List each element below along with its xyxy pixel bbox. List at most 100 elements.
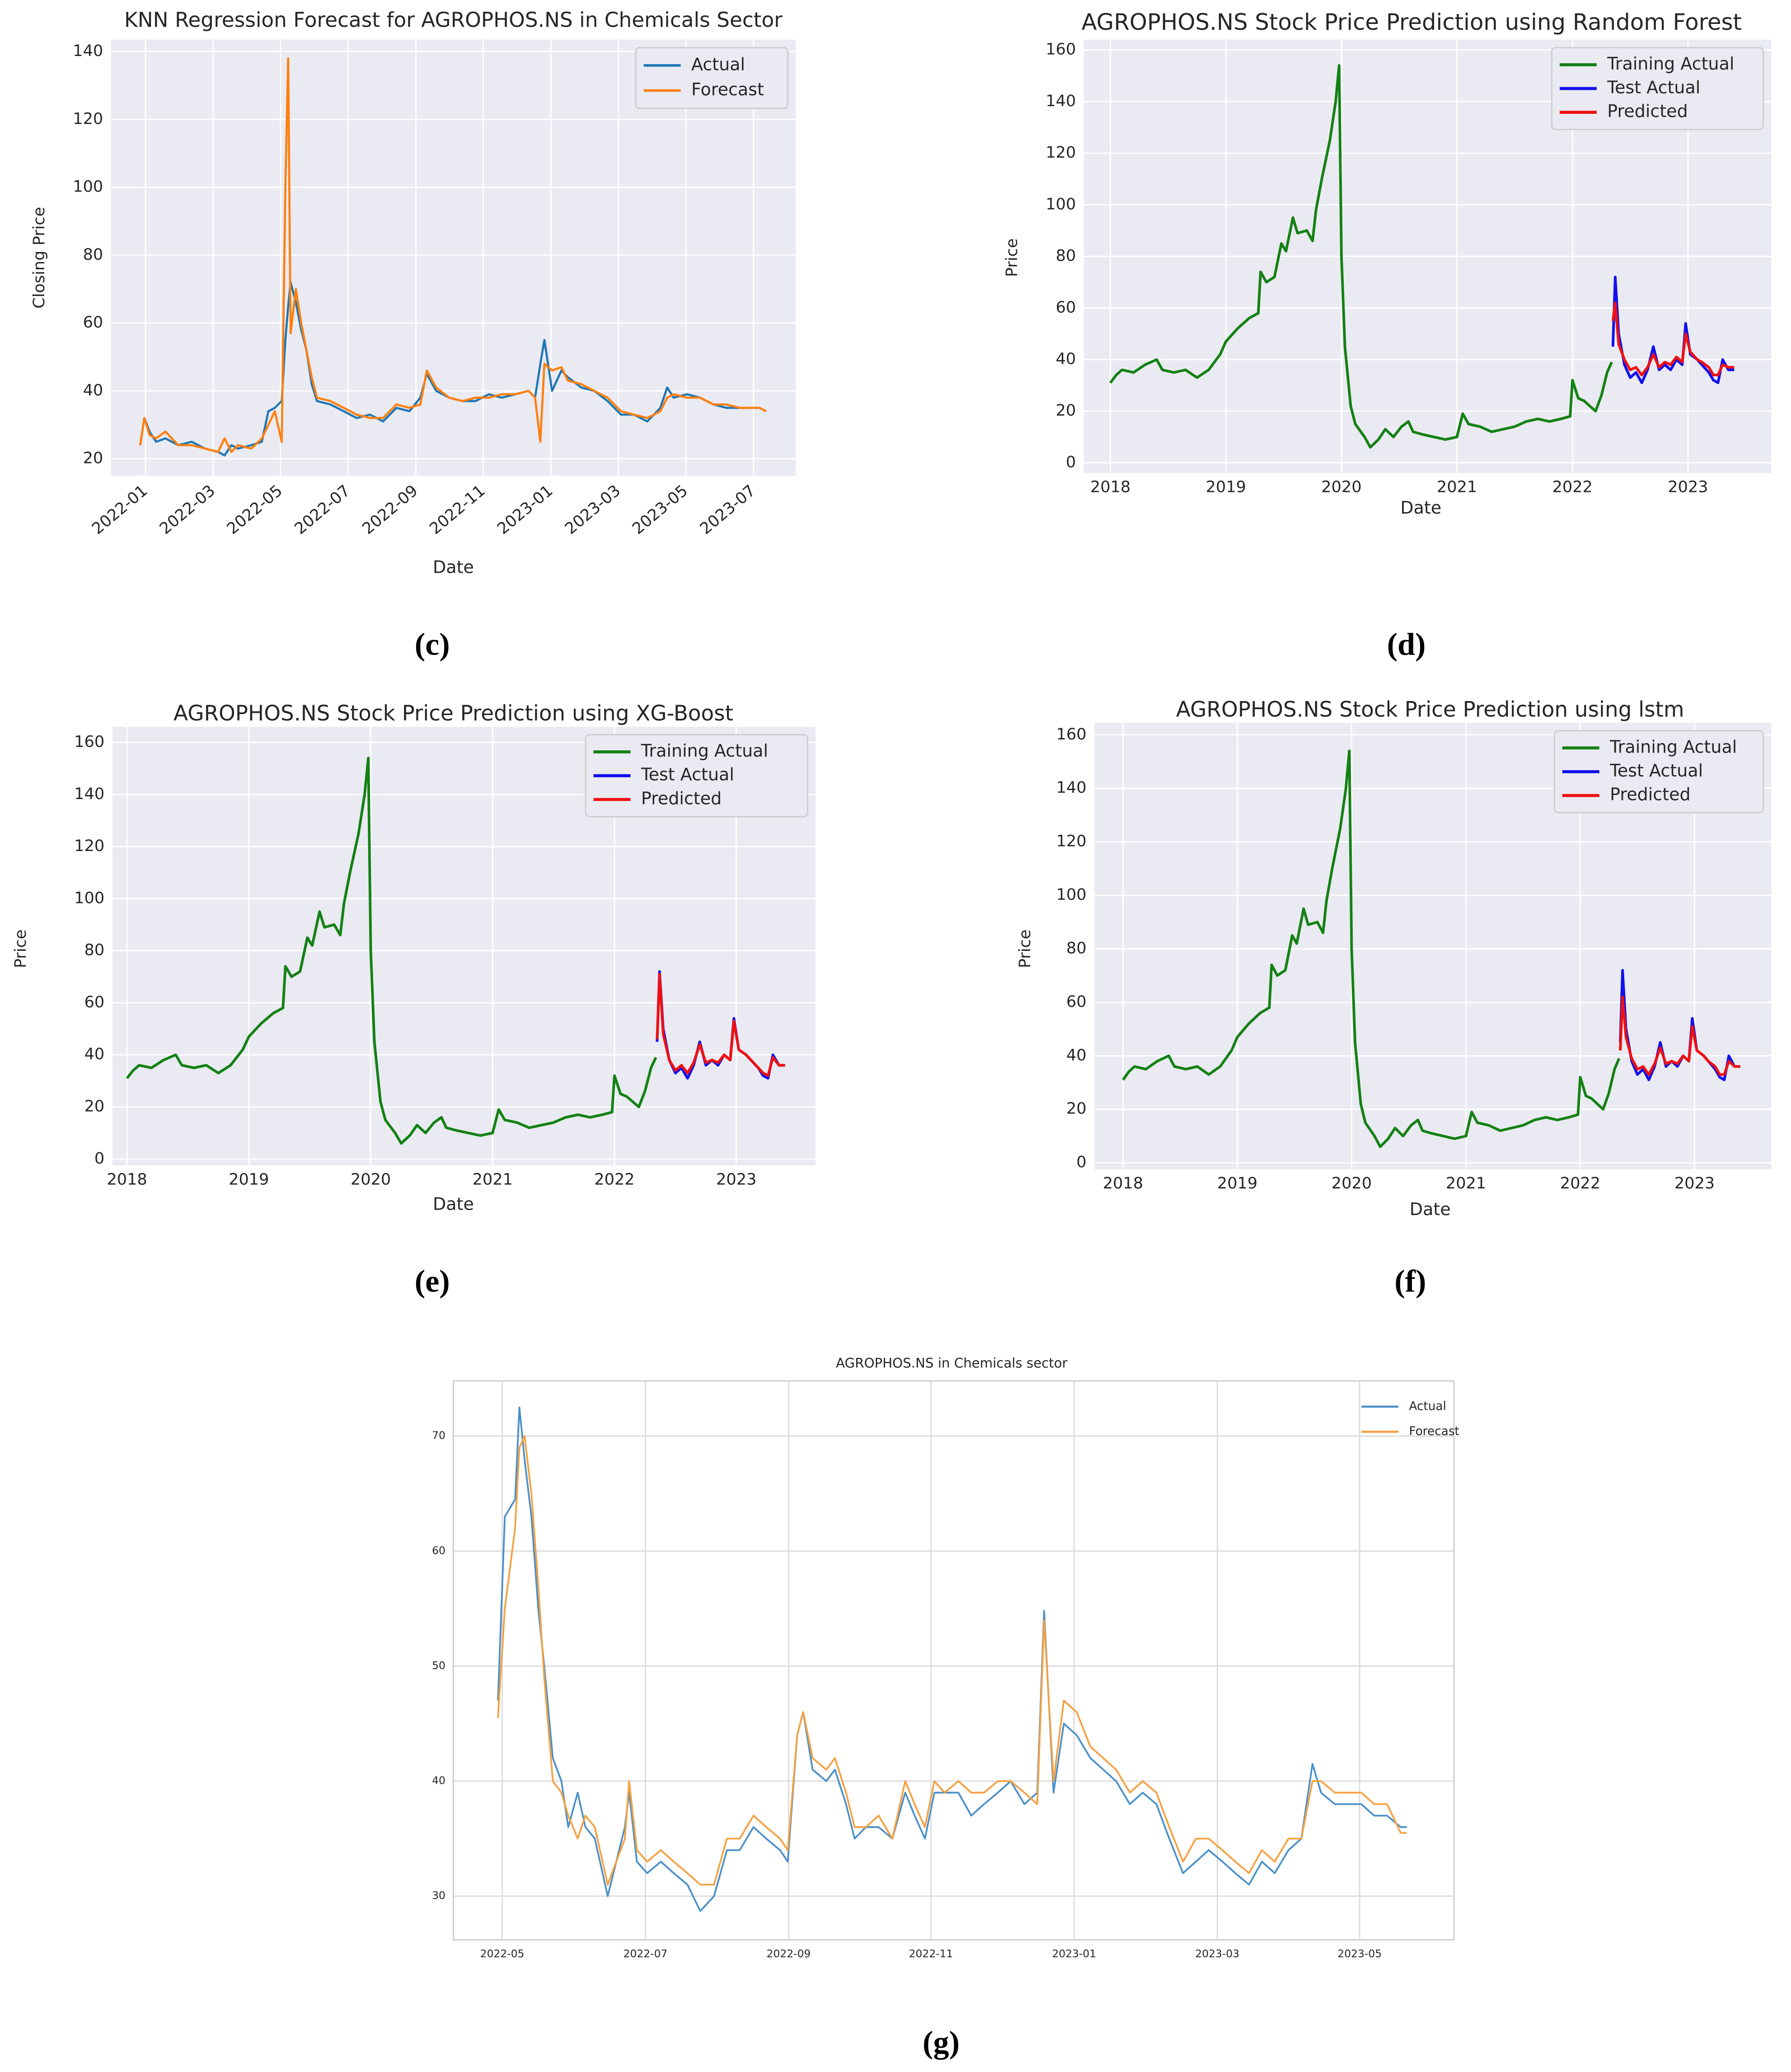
y-tick-label: 100	[1046, 195, 1076, 213]
y-tick-label: 120	[74, 837, 104, 855]
y-tick-label: 120	[73, 109, 103, 128]
y-tick-label: 70	[432, 1429, 445, 1442]
x-tick-label: 2021	[473, 1170, 513, 1188]
x-tick-label: 2019	[229, 1170, 269, 1188]
y-axis-label: Price	[11, 930, 30, 968]
x-tick-label: 2023-07	[696, 482, 759, 538]
x-tick-label: 2022-09	[359, 482, 422, 538]
x-tick-label: 2023-05	[1337, 1947, 1382, 1960]
y-tick-label: 40	[1056, 350, 1076, 368]
y-tick-label: 20	[1056, 401, 1076, 420]
legend-box	[585, 734, 808, 818]
y-tick-label: 60	[83, 313, 103, 332]
caption: (g)	[923, 2025, 960, 2060]
legend-label: Test Actual	[1609, 761, 1703, 781]
y-tick-label: 20	[1066, 1099, 1087, 1118]
legend-box	[1551, 47, 1764, 131]
y-axis-label: Closing Price	[30, 207, 48, 309]
y-axis-label: Price	[1016, 930, 1034, 968]
y-tick-label: 140	[1056, 778, 1087, 797]
x-axis-label: Date	[433, 557, 474, 577]
chart: 0 20 40 60 80 100 120 140 160 2018 2019 2020 2021 202…	[1016, 697, 1772, 1299]
y-axis-label: Price	[1003, 239, 1021, 277]
legend-label: Actual	[691, 54, 745, 74]
series-line	[1611, 301, 1735, 377]
x-tick-label: 2022	[1560, 1174, 1600, 1193]
x-tick-label: 2023-03	[1195, 1947, 1239, 1960]
y-tick-label: 100	[73, 178, 103, 196]
x-tick-label: 2021	[1446, 1174, 1486, 1193]
y-tick-label: 40	[84, 1045, 105, 1063]
chart: 30 40 50 60 70 2022-05 2022-07 2022-09 2022-11 20…	[432, 1355, 1459, 2060]
chart-title: AGROPHOS.NS Stock Price Prediction using…	[173, 702, 733, 726]
series-line	[1619, 996, 1740, 1076]
y-tick-label: 20	[84, 1097, 105, 1115]
chart-title: AGROPHOS.NS Stock Price Prediction using…	[1082, 9, 1742, 35]
series-line	[1122, 749, 1621, 1148]
series-line	[497, 1406, 1407, 1912]
caption: (f)	[1394, 1264, 1426, 1299]
x-tick-label: 2022	[594, 1170, 634, 1188]
x-tick-label: 2022-05	[223, 482, 286, 538]
legend-label: Forecast	[691, 80, 764, 99]
series-line	[497, 1435, 1407, 1886]
y-tick-label: 120	[1046, 143, 1076, 162]
x-tick-label: 2022-03	[156, 482, 219, 538]
legend-box	[1553, 730, 1764, 814]
x-tick-label: 2021	[1437, 477, 1477, 496]
series-line	[1109, 64, 1613, 449]
chart-title: AGROPHOS.NS in Chemicals sector	[836, 1355, 1068, 1370]
y-tick-label: 0	[1066, 453, 1076, 471]
legend-label: Actual	[1409, 1400, 1446, 1413]
legend-label: Training Actual	[641, 741, 768, 761]
plot-area	[111, 39, 796, 476]
y-tick-label: 60	[1066, 992, 1087, 1011]
x-tick-label: 2023	[716, 1170, 756, 1188]
y-tick-label: 30	[432, 1889, 445, 1902]
legend-label: Forecast	[1409, 1425, 1459, 1438]
x-tick-label: 2022-05	[480, 1947, 525, 1960]
chart: 0 20 40 60 80 100 120 140 160 2018 2019 2020 2021 202…	[1003, 9, 1772, 662]
chart-title: AGROPHOS.NS Stock Price Prediction using…	[1176, 697, 1684, 722]
caption: (c)	[415, 627, 450, 662]
y-tick-label: 0	[94, 1149, 104, 1168]
x-tick-label: 2022-11	[426, 482, 489, 538]
y-tick-label: 140	[73, 42, 103, 60]
y-tick-label: 20	[83, 449, 103, 468]
x-tick-label: 2023-05	[629, 482, 692, 538]
x-tick-label: 2022-01	[89, 482, 151, 538]
y-tick-label: 60	[1056, 298, 1076, 317]
y-tick-label: 100	[1056, 885, 1087, 904]
y-tick-label: 80	[1066, 939, 1087, 957]
x-tick-label: 2022-11	[909, 1947, 953, 1960]
y-tick-label: 140	[74, 785, 104, 803]
x-tick-label: 2022-07	[291, 482, 354, 538]
x-tick-label: 2023-03	[562, 482, 624, 538]
y-tick-label: 80	[84, 941, 105, 959]
y-tick-label: 50	[432, 1659, 445, 1672]
caption: (d)	[1387, 627, 1426, 662]
y-tick-label: 40	[432, 1774, 445, 1787]
y-tick-label: 60	[84, 993, 105, 1011]
x-tick-label: 2022	[1552, 477, 1593, 496]
x-tick-label: 2020	[351, 1170, 391, 1188]
legend-label: Predicted	[1607, 101, 1688, 121]
legend-label: Test Actual	[1607, 78, 1700, 98]
legend-label: Predicted	[641, 788, 722, 808]
y-tick-label: 80	[1056, 247, 1076, 265]
y-tick-label: 160	[1046, 40, 1076, 59]
x-tick-label: 2023-01	[494, 482, 557, 538]
legend-label: Test Actual	[641, 765, 734, 785]
caption: (e)	[415, 1264, 450, 1299]
legend-box	[635, 47, 789, 109]
y-tick-label: 160	[1056, 725, 1087, 744]
x-axis-label: Date	[1400, 498, 1441, 518]
x-tick-label: 2023	[1674, 1174, 1715, 1193]
chart-title: KNN Regression Forecast for AGROPHOS.NS …	[124, 8, 783, 32]
y-tick-label: 120	[1056, 832, 1087, 851]
series-line	[1611, 276, 1735, 384]
legend-label: Predicted	[1610, 785, 1690, 804]
